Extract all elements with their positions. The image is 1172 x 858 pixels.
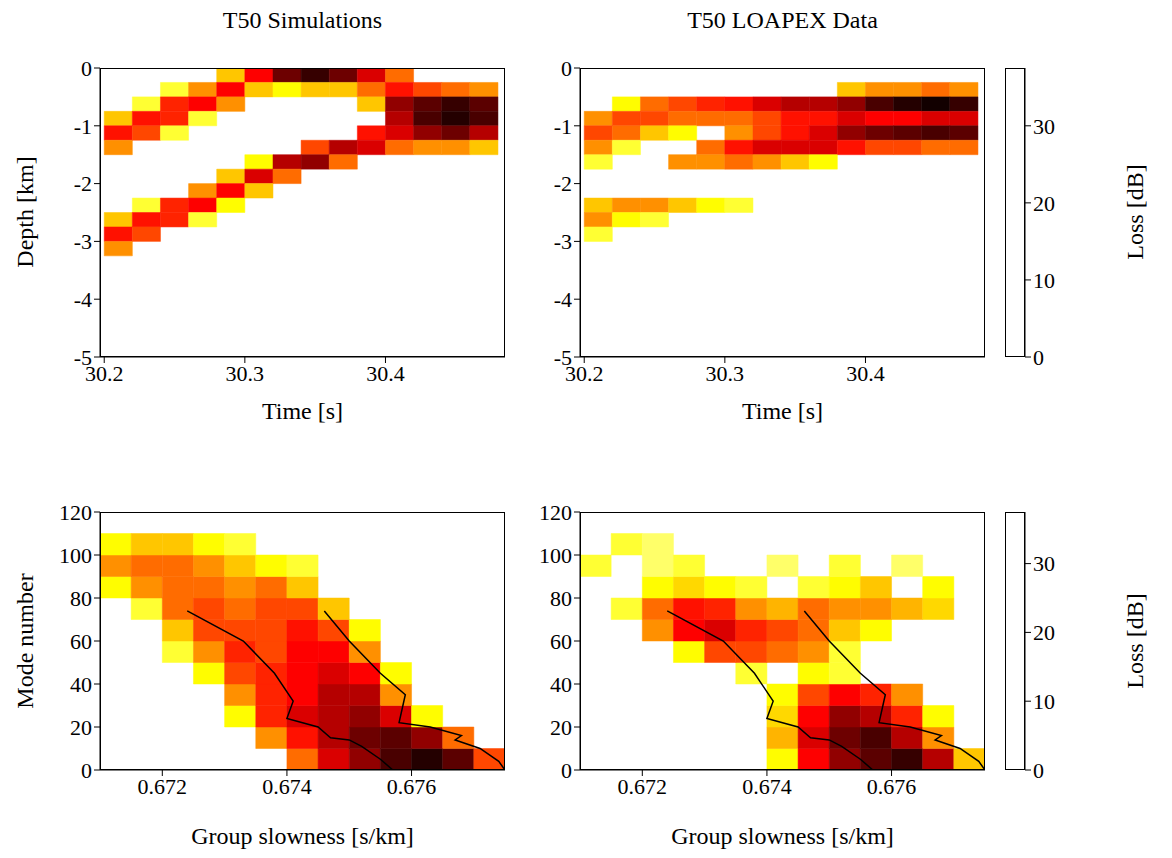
svg-text:20: 20 — [1033, 620, 1055, 645]
svg-text:80: 80 — [70, 586, 92, 611]
svg-text:60: 60 — [70, 629, 92, 654]
svg-text:30: 30 — [1033, 114, 1055, 139]
svg-text:-3: -3 — [554, 229, 572, 254]
svg-text:Time [s]: Time [s] — [262, 398, 343, 424]
svg-text:0.674: 0.674 — [742, 774, 792, 799]
svg-text:-5: -5 — [74, 345, 92, 370]
svg-text:0: 0 — [1033, 758, 1044, 783]
svg-text:120: 120 — [539, 500, 572, 525]
svg-text:30.3: 30.3 — [706, 361, 745, 386]
svg-text:0: 0 — [561, 758, 572, 783]
svg-text:30.2: 30.2 — [565, 360, 604, 386]
svg-text:-4: -4 — [554, 287, 572, 312]
svg-text:60: 60 — [550, 629, 572, 654]
svg-text:30.3: 30.3 — [226, 361, 265, 386]
svg-text:0: 0 — [81, 758, 92, 783]
svg-text:80: 80 — [550, 586, 572, 611]
svg-text:-3: -3 — [74, 229, 92, 254]
html-text:T50 Simulations: T50 Simulations — [222, 7, 383, 33]
svg-text:-2: -2 — [554, 171, 572, 196]
svg-text:Group slowness [s/km]: Group slowness [s/km] — [671, 823, 894, 849]
svg-text:0.672: 0.672 — [618, 774, 668, 799]
svg-text:-1: -1 — [554, 114, 572, 139]
svg-text:40: 40 — [550, 672, 572, 697]
svg-text:20: 20 — [550, 715, 572, 740]
svg-text:-2: -2 — [74, 171, 92, 196]
svg-text:Group slowness [s/km]: Group slowness [s/km] — [191, 823, 414, 849]
svg-text:0.676: 0.676 — [867, 774, 917, 799]
svg-text:30.2: 30.2 — [85, 360, 124, 386]
svg-text:Time [s]: Time [s] — [742, 398, 823, 424]
svg-text:40: 40 — [70, 672, 92, 697]
svg-text:120: 120 — [59, 500, 92, 525]
svg-text:0.674: 0.674 — [262, 774, 312, 799]
svg-text:20: 20 — [1033, 191, 1055, 216]
svg-text:-5: -5 — [554, 345, 572, 370]
svg-text:0: 0 — [561, 56, 572, 81]
svg-text:100: 100 — [59, 543, 92, 568]
svg-text:0.676: 0.676 — [387, 774, 437, 799]
svg-text:30.4: 30.4 — [846, 361, 885, 386]
svg-text:0: 0 — [81, 56, 92, 81]
svg-text:30: 30 — [1033, 551, 1055, 576]
svg-text:20: 20 — [70, 715, 92, 740]
html-text:T50 LOAPEX Data: T50 LOAPEX Data — [687, 7, 878, 33]
svg-text:0.672: 0.672 — [138, 774, 188, 799]
html-text:Depth [km]: Depth [km] — [12, 156, 38, 268]
svg-text:10: 10 — [1033, 268, 1055, 293]
html-text:Loss [dB]: Loss [dB] — [1122, 164, 1148, 260]
html-text:Loss [dB]: Loss [dB] — [1122, 593, 1148, 689]
svg-text:-1: -1 — [74, 114, 92, 139]
svg-text:0: 0 — [1033, 345, 1044, 370]
svg-text:-4: -4 — [74, 287, 92, 312]
svg-text:30.4: 30.4 — [366, 361, 405, 386]
svg-text:10: 10 — [1033, 689, 1055, 714]
svg-text:100: 100 — [539, 543, 572, 568]
html-text:Mode number: Mode number — [12, 573, 38, 709]
